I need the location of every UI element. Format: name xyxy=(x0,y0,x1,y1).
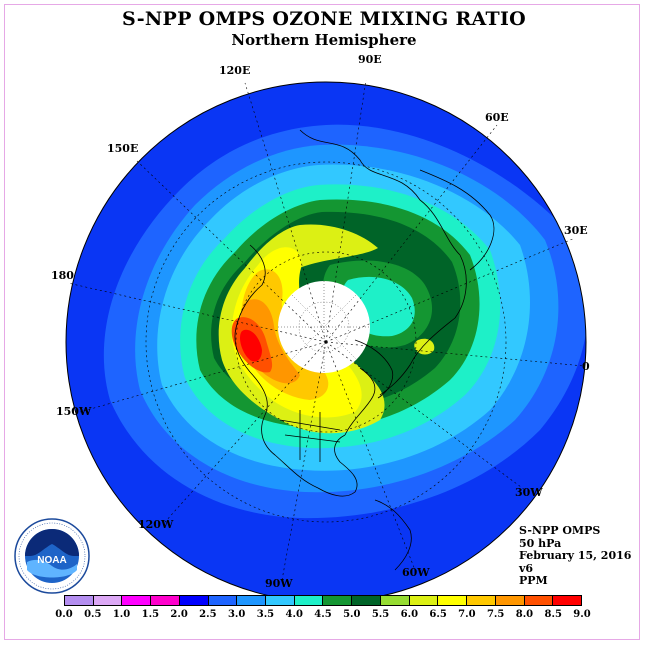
info-level: 50 hPa xyxy=(519,536,562,550)
colorbar-tick-label: 0.5 xyxy=(84,609,102,620)
coastline-south-america xyxy=(374,499,412,571)
lon-label-30w: 30W xyxy=(515,486,543,499)
lon-label-90e: 90E xyxy=(358,53,382,66)
colorbar-swatch xyxy=(553,596,581,605)
colorbar-tick-label: 4.5 xyxy=(314,609,332,620)
colorbar-tick-label: 2.5 xyxy=(199,609,217,620)
colorbar-tick-label: 1.0 xyxy=(112,609,131,620)
meridian-60w xyxy=(325,341,416,571)
lon-label-120w: 120W xyxy=(138,518,174,531)
info-version: v6 xyxy=(519,561,534,575)
meridian-90w xyxy=(281,341,327,581)
colorbar-swatch xyxy=(65,596,94,605)
logo-sky xyxy=(25,529,79,556)
colorbar-swatch xyxy=(151,596,180,605)
meridian-120e xyxy=(244,82,327,343)
figure-frame xyxy=(4,4,640,640)
lon-label-60e: 60E xyxy=(485,111,509,124)
meridian-150e xyxy=(136,160,327,343)
colorbar-tick-label: 9.0 xyxy=(573,609,591,620)
colorbar-swatch xyxy=(524,596,554,605)
colorbar-tick-label: 5.5 xyxy=(371,609,390,620)
lon-label-60w: 60W xyxy=(402,566,430,579)
latitude-circle xyxy=(145,161,507,523)
state-borders xyxy=(279,410,341,462)
coastlines xyxy=(234,129,495,571)
product-info: S-NPP OMPS 50 hPa February 15, 2016 v6 P… xyxy=(519,524,632,588)
lon-label-150e: 150E xyxy=(107,142,139,155)
logo-inner-ring xyxy=(18,522,86,590)
info-instrument: S-NPP OMPS xyxy=(519,524,601,537)
colorbar-tick-label: 1.5 xyxy=(141,609,160,620)
colorbar-swatch xyxy=(438,596,468,605)
latitude-circle xyxy=(235,251,417,433)
colorbar-tick-label: 2.0 xyxy=(170,609,188,620)
colorbar-swatch xyxy=(323,596,353,605)
colorbar-tick-label: 0.0 xyxy=(55,609,73,620)
coastline-north-america-west xyxy=(249,371,319,489)
cap-grid-line xyxy=(291,294,357,360)
polar-cap-grid xyxy=(278,281,370,373)
colorbar-swatch xyxy=(409,596,439,605)
colorbar-tick-label: 5.0 xyxy=(343,609,361,620)
colorbar-swatch xyxy=(93,596,123,605)
colorbar-swatch xyxy=(294,596,324,605)
coastline-north-america-east xyxy=(344,367,376,436)
logo-text: NOAA xyxy=(37,555,66,566)
colorbar-tick-label: 6.0 xyxy=(400,609,419,620)
colorbar-tick-label: 7.5 xyxy=(486,609,505,620)
lon-label-120e: 120E xyxy=(219,64,251,77)
colorbar-tick-label: 6.5 xyxy=(429,609,447,620)
coastline-scandinavia xyxy=(419,169,495,271)
colorbar-tick-label: 3.5 xyxy=(256,609,275,620)
field-8-5 xyxy=(240,329,262,362)
lon-label-90w: 90W xyxy=(265,577,293,590)
info-date: February 15, 2016 xyxy=(519,549,632,562)
map-subtitle: Northern Hemisphere xyxy=(231,31,417,49)
noaa-logo-icon: NOAA xyxy=(14,518,90,594)
coastline-europe xyxy=(379,317,456,396)
coastline-central-america xyxy=(317,434,358,497)
logo-wave xyxy=(27,559,77,578)
coastline-greenland xyxy=(354,339,394,399)
meridian-120w xyxy=(164,341,327,523)
meridian-30w xyxy=(325,341,526,491)
colorbar-swatch xyxy=(122,596,152,605)
lon-label-150w: 150W xyxy=(56,405,92,418)
colorbar xyxy=(64,595,582,606)
colorbar-swatch xyxy=(208,596,238,605)
meridian-60e xyxy=(325,124,498,343)
colorbar-swatch xyxy=(266,596,295,605)
coastline-eurasia-north xyxy=(299,129,467,319)
graticule xyxy=(67,79,585,581)
colorbar-tick-label: 4.0 xyxy=(285,609,303,620)
ozone-field xyxy=(66,82,586,602)
meridian-0 xyxy=(325,341,585,367)
meridian-180 xyxy=(67,282,327,343)
colorbar-swatch xyxy=(179,596,209,605)
info-units: PPM xyxy=(519,574,548,587)
meridian-90e xyxy=(325,79,367,343)
coastline-siberia-alaska xyxy=(234,244,266,373)
lon-label-180: 180 xyxy=(51,269,74,282)
colorbar-tick-label: 7.0 xyxy=(458,609,476,620)
colorbar-tick-label: 8.0 xyxy=(515,609,534,620)
colorbar-tick-label: 3.0 xyxy=(227,609,246,620)
colorbar-swatch xyxy=(467,596,496,605)
map-title: S-NPP OMPS OZONE MIXING RATIO xyxy=(121,8,527,30)
lon-label-0: 0 xyxy=(582,360,590,373)
colorbar-tick-label: 8.5 xyxy=(544,609,562,620)
colorbar-swatch xyxy=(237,596,267,605)
lon-label-30e: 30E xyxy=(564,224,588,237)
colorbar-ticks: 0.0 0.5 1.0 1.5 2.0 2.5 3.0 3.5 4.0 4.5 5.0 5.5 6.0 6… xyxy=(55,609,590,623)
colorbar-swatch xyxy=(495,596,525,605)
colorbar-swatch xyxy=(380,596,410,605)
cap-grid-circle xyxy=(298,301,350,353)
colorbar-swatch xyxy=(352,596,381,605)
